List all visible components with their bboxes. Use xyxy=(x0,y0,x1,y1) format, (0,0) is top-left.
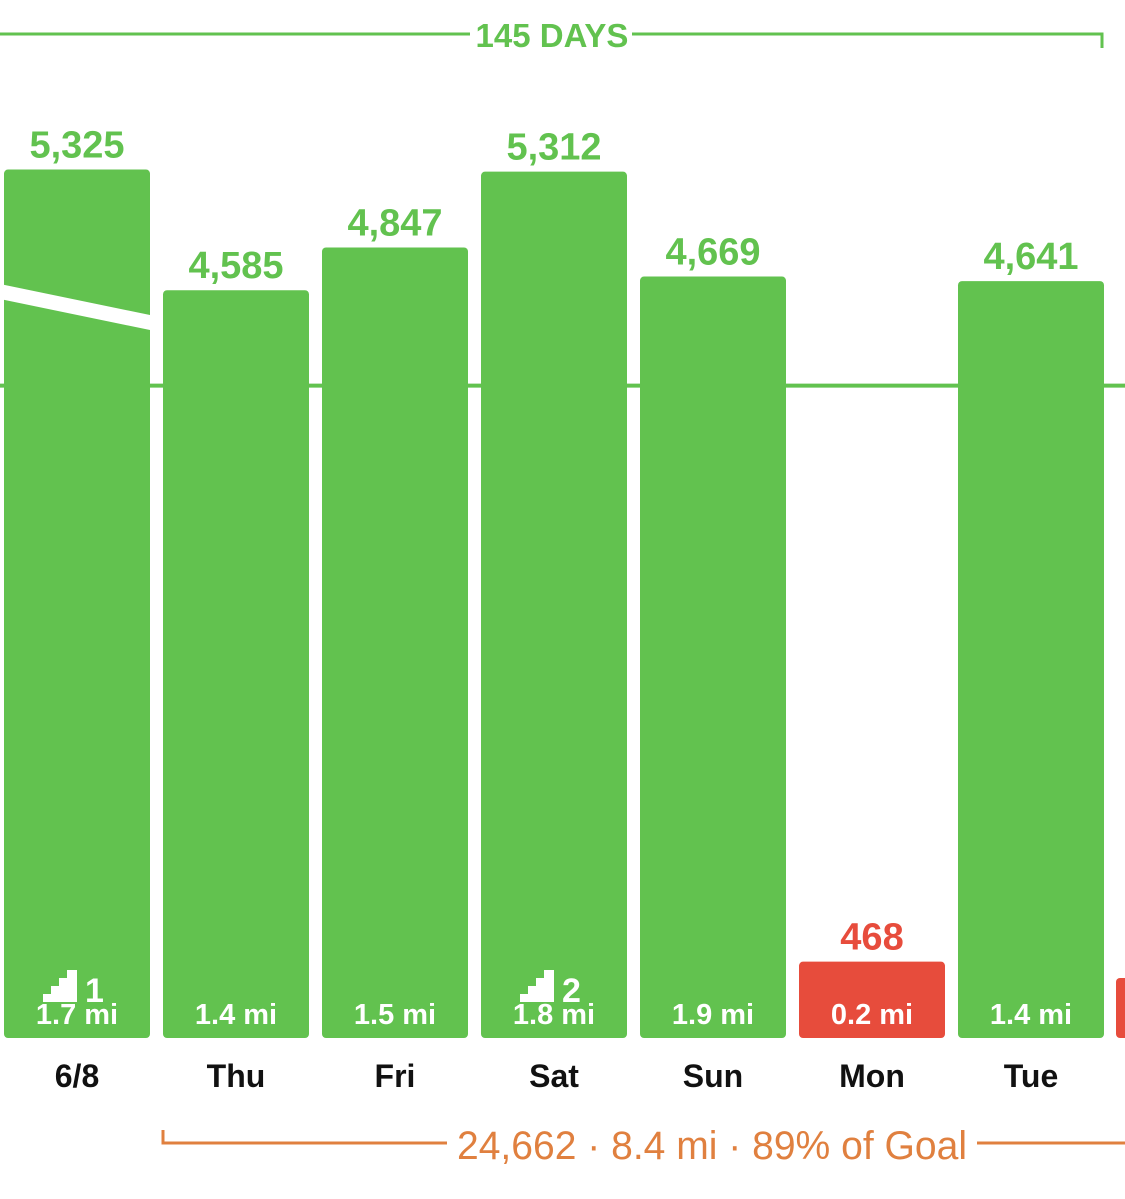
distance-label-1: 1.4 mi xyxy=(195,999,277,1031)
bar-3 xyxy=(481,171,627,1038)
bar-1 xyxy=(163,290,309,1039)
value-label-4: 4,669 xyxy=(665,232,760,274)
stairs-icon-3 xyxy=(520,970,554,1002)
floors-count-3: 2 xyxy=(562,972,581,1010)
day-label-1: Thu xyxy=(207,1058,266,1094)
summary-bracket: 24,662 · 8.4 mi · 89% of Goal xyxy=(161,1124,1125,1168)
bar-5 xyxy=(799,961,945,1038)
distance-label-5: 0.2 mi xyxy=(831,999,913,1031)
day-label-0: 6/8 xyxy=(55,1058,99,1094)
bar-6 xyxy=(958,281,1104,1038)
distance-label-4: 1.9 mi xyxy=(672,999,754,1031)
value-label-1: 4,585 xyxy=(188,245,283,287)
distance-label-0: 1.7 mi xyxy=(36,999,118,1031)
summary-bracket-line-left xyxy=(161,1130,447,1145)
day-label-3: Sat xyxy=(529,1058,579,1094)
day-label-2: Fri xyxy=(375,1058,416,1094)
day-label-5: Mon xyxy=(839,1058,905,1094)
bars-group: 5,325 1.7 mi1 6/8 4,585 1.4 mi Thu 4,847 1.5 mi… xyxy=(0,125,1104,1094)
floors-count-0: 1 xyxy=(85,972,104,1010)
distance-label-3: 1.8 mi xyxy=(513,999,595,1031)
distance-label-2: 1.5 mi xyxy=(354,999,436,1031)
distance-label-6: 1.4 mi xyxy=(990,999,1072,1031)
streak-bracket-line-right xyxy=(632,32,1104,48)
value-label-0: 5,325 xyxy=(29,125,124,167)
bar-2 xyxy=(322,247,468,1038)
streak-break-mark xyxy=(0,284,150,330)
value-label-3: 5,312 xyxy=(506,127,601,169)
summary-label: 24,662 · 8.4 mi · 89% of Goal xyxy=(457,1124,967,1168)
bar-partial-next xyxy=(1116,978,1125,1038)
value-label-6: 4,641 xyxy=(983,236,1078,278)
streak-bracket: 145 DAYS xyxy=(0,17,1104,54)
bar-0 xyxy=(4,169,150,1038)
value-label-2: 4,847 xyxy=(347,202,442,244)
bar-4 xyxy=(640,276,786,1039)
value-label-5: 468 xyxy=(840,917,903,959)
day-label-4: Sun xyxy=(683,1058,743,1094)
stairs-icon-0 xyxy=(43,970,77,1002)
day-label-6: Tue xyxy=(1004,1058,1059,1094)
streak-label: 145 DAYS xyxy=(476,17,629,54)
